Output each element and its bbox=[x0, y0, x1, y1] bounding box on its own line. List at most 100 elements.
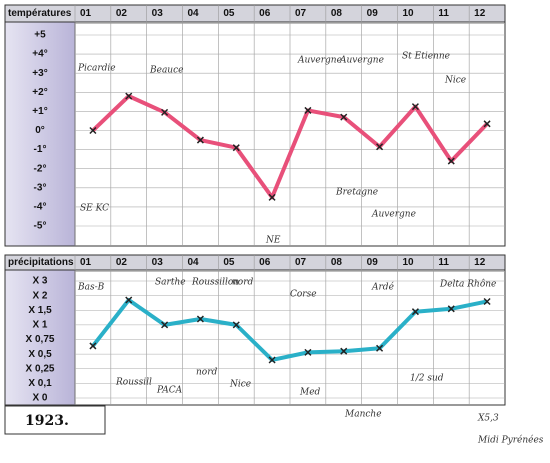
point-marker bbox=[376, 143, 384, 151]
series-line bbox=[91, 94, 489, 200]
month-label: 03 bbox=[152, 8, 164, 19]
annotation: nord bbox=[232, 278, 254, 288]
month-label: 09 bbox=[367, 257, 379, 268]
point-marker bbox=[483, 297, 491, 306]
y-tick-label: -4° bbox=[34, 202, 47, 213]
annotation: Manche bbox=[344, 410, 382, 420]
y-tick-label: +2° bbox=[32, 87, 47, 98]
annotation: Nice bbox=[444, 76, 466, 86]
point-marker bbox=[340, 113, 348, 121]
point-marker bbox=[232, 321, 240, 329]
annotation: Beauce bbox=[149, 66, 183, 76]
annotation: Med bbox=[299, 388, 321, 398]
point-marker bbox=[447, 305, 455, 313]
y-tick-label: X 1,5 bbox=[28, 305, 52, 316]
month-label: 12 bbox=[474, 8, 486, 19]
month-label: 02 bbox=[116, 8, 128, 19]
month-label: 05 bbox=[223, 257, 235, 268]
series-line bbox=[91, 298, 488, 362]
annotation: Bretagne bbox=[335, 188, 378, 198]
point-marker bbox=[376, 344, 384, 352]
month-label: 07 bbox=[295, 8, 307, 19]
annotation: Roussillon bbox=[191, 278, 239, 288]
month-label: 06 bbox=[259, 257, 271, 268]
panel-title: précipitations bbox=[8, 257, 74, 268]
y-tick-label: X 0,5 bbox=[28, 349, 52, 360]
annotation: Nice bbox=[229, 380, 251, 390]
annotation: Auvergne bbox=[339, 56, 384, 66]
annotation: Ardé bbox=[371, 282, 395, 293]
annotation: 1/2 sud bbox=[410, 374, 444, 384]
point-marker bbox=[411, 308, 419, 316]
annotation: nord bbox=[196, 368, 218, 378]
y-tick-label: 0° bbox=[35, 125, 45, 136]
month-label: 07 bbox=[295, 257, 307, 268]
annotation: PACA bbox=[156, 386, 183, 396]
point-marker bbox=[125, 296, 133, 304]
y-tick-label: -5° bbox=[34, 221, 47, 232]
annotation: Sarthe bbox=[155, 278, 186, 288]
point-marker bbox=[161, 321, 169, 329]
label-column bbox=[4, 21, 76, 247]
annotation: SE KC bbox=[80, 204, 109, 214]
annotation: Bas-B bbox=[77, 283, 105, 293]
month-label: 12 bbox=[474, 257, 486, 268]
annotation: Auvergne bbox=[297, 56, 342, 66]
y-tick-label: +4° bbox=[32, 49, 47, 60]
point-marker bbox=[268, 193, 276, 201]
month-label: 08 bbox=[331, 8, 343, 19]
panel-title: températures bbox=[8, 8, 72, 19]
month-label: 06 bbox=[259, 8, 271, 19]
month-label: 05 bbox=[223, 8, 235, 19]
point-marker bbox=[411, 103, 419, 111]
y-tick-label: +5 bbox=[34, 30, 46, 41]
point-marker bbox=[161, 108, 169, 116]
annotation: Delta Rhône bbox=[439, 279, 496, 290]
y-tick-label: X 0 bbox=[32, 393, 47, 404]
month-label: 10 bbox=[403, 8, 415, 19]
month-label: 01 bbox=[80, 257, 92, 268]
point-marker bbox=[447, 157, 455, 165]
point-marker bbox=[304, 106, 312, 114]
panels: températures 01 02 03 04 05 06 07 08 09 10 11 12 +5 +4… bbox=[4, 4, 506, 406]
annotation: NE bbox=[265, 236, 281, 246]
month-label: 09 bbox=[367, 8, 379, 19]
annotation: X5,3 bbox=[477, 414, 499, 424]
point-marker bbox=[196, 136, 204, 144]
y-tick-label: -2° bbox=[34, 163, 47, 174]
point-marker bbox=[232, 144, 240, 152]
annotation: Picardie bbox=[77, 64, 116, 74]
y-tick-label: +3° bbox=[32, 68, 47, 79]
month-label: 02 bbox=[116, 257, 128, 268]
y-tick-label: X 0,1 bbox=[28, 378, 52, 389]
annotation: Auvergne bbox=[371, 210, 416, 220]
month-label: 11 bbox=[438, 8, 449, 19]
point-marker bbox=[89, 126, 97, 135]
annotation: Roussill bbox=[115, 378, 152, 388]
month-label: 11 bbox=[438, 257, 449, 268]
month-label: 10 bbox=[403, 257, 415, 268]
month-label: 04 bbox=[188, 257, 200, 268]
annotation: Corse bbox=[290, 290, 317, 300]
annotation: St Etienne bbox=[402, 52, 450, 62]
point-marker bbox=[196, 315, 204, 323]
point-marker bbox=[268, 356, 276, 364]
y-tick-label: X 1 bbox=[32, 320, 47, 331]
point-marker bbox=[304, 348, 312, 356]
month-label: 08 bbox=[331, 257, 343, 268]
annotation: Midi Pyrénées bbox=[477, 435, 544, 446]
point-marker bbox=[89, 342, 97, 350]
y-tick-label: X 3 bbox=[32, 276, 47, 287]
y-tick-label: -1° bbox=[34, 144, 47, 155]
label-column bbox=[4, 269, 76, 406]
month-label: 04 bbox=[188, 8, 200, 19]
footer-box bbox=[4, 405, 106, 435]
point-marker bbox=[483, 120, 491, 128]
y-tick-label: X 2 bbox=[32, 290, 47, 301]
point-marker bbox=[125, 92, 133, 100]
annotations: Picardie Beauce Auvergne Auvergne St Eti… bbox=[77, 52, 544, 446]
y-tick-label: X 0,25 bbox=[26, 363, 55, 374]
point-marker bbox=[340, 347, 348, 355]
month-label: 01 bbox=[80, 8, 92, 19]
